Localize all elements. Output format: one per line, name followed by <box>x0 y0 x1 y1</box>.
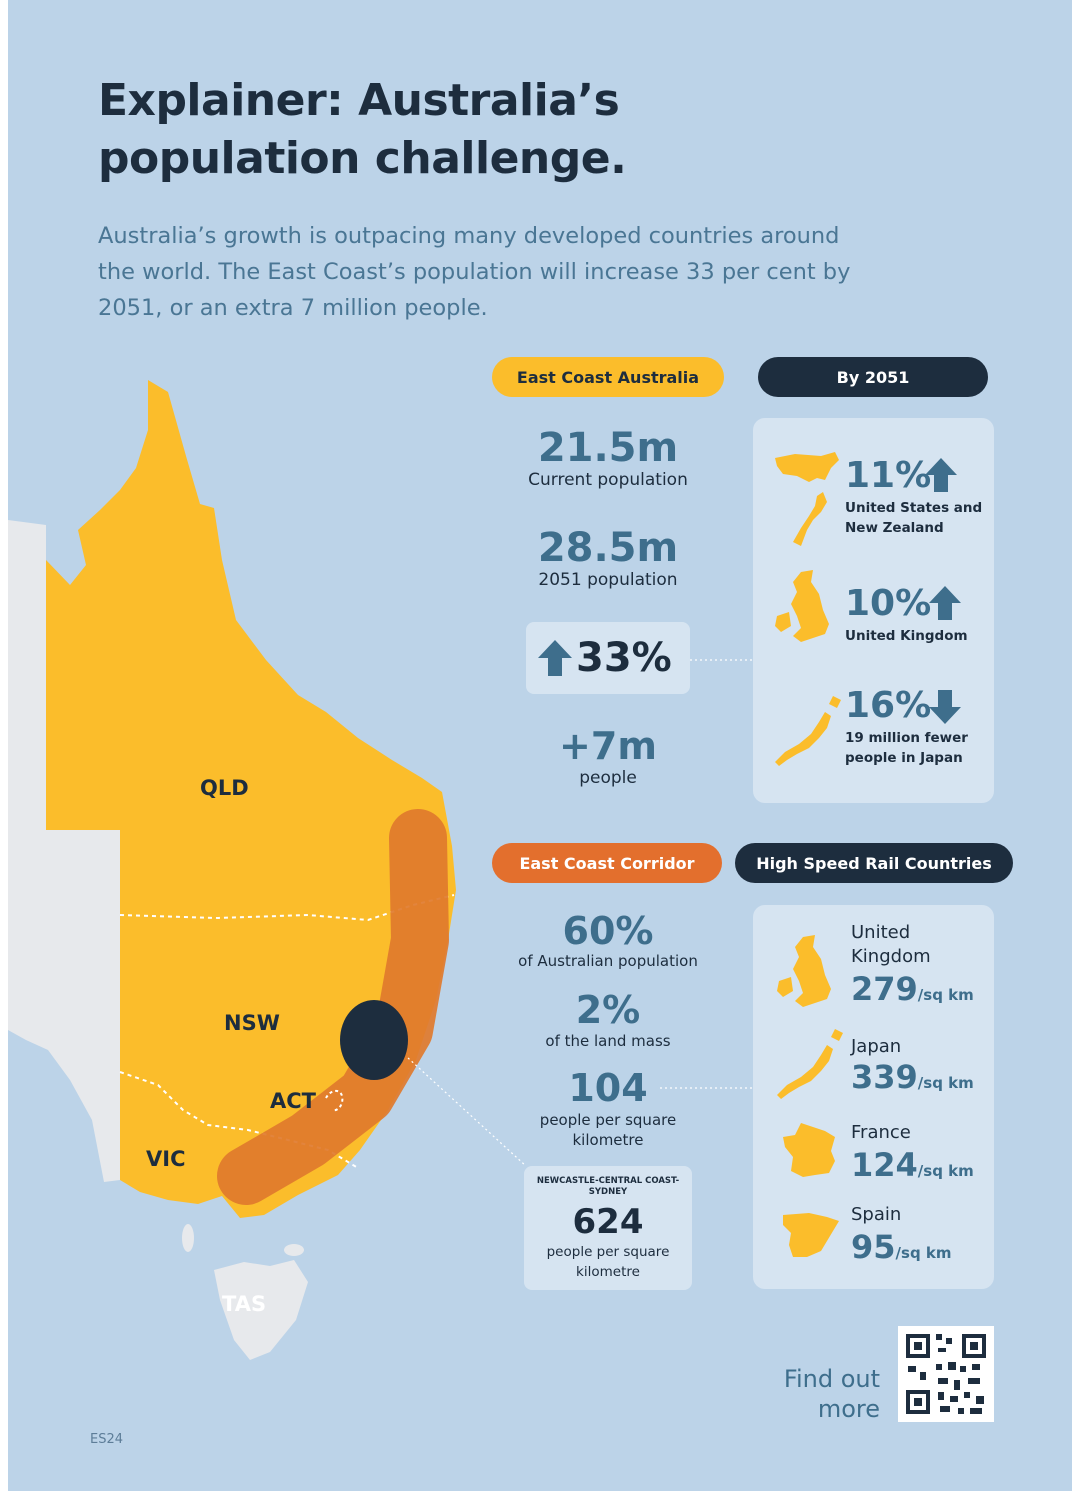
page-title: Explainer: Australia’s population challe… <box>98 75 627 184</box>
by-2051-item-2-value: 10% <box>845 583 932 624</box>
spain-map-icon <box>783 1213 839 1257</box>
up-arrow-icon <box>925 458 957 492</box>
corridor-heading: East Coast Corridor <box>492 843 722 883</box>
extra-people-label: people <box>579 768 637 788</box>
future-population-label: 2051 population <box>538 570 678 590</box>
up-arrow-icon <box>929 586 961 620</box>
sydney-callout-box: NEWCASTLE-CENTRAL COAST-SYDNEY 624 peopl… <box>524 1166 692 1290</box>
corridor-density-label: people per square kilometre <box>539 1111 677 1149</box>
by-2051-heading: By 2051 <box>758 357 988 397</box>
current-population-value: 21.5m <box>537 425 679 471</box>
hsr-country-3-name: France <box>851 1122 911 1143</box>
growth-value: 33% <box>576 635 672 681</box>
callout-connector <box>407 1057 527 1167</box>
down-arrow-icon <box>929 690 961 724</box>
by-2051-item-3-value: 16% <box>845 685 932 726</box>
sydney-region-marker <box>340 1000 408 1080</box>
uk-map-icon <box>777 935 831 1007</box>
hsr-heading: High Speed Rail Countries <box>735 843 1013 883</box>
find-out-more-link[interactable]: Find out more <box>783 1365 880 1423</box>
hsr-country-3-density: 124/sq km <box>851 1146 974 1184</box>
population-share-value: 60% <box>562 909 654 953</box>
usa-nz-map-icon <box>775 452 839 546</box>
france-map-icon <box>783 1123 835 1177</box>
western-states-shape <box>8 520 120 1182</box>
by-2051-item-1-value: 11% <box>845 455 932 496</box>
extra-people-value: +7m <box>559 724 657 768</box>
state-label-qld: QLD <box>200 776 249 800</box>
callout-density-value: 624 <box>572 1202 644 1242</box>
hsr-panel: United Kingdom 279/sq km Japan 339/sq km… <box>753 905 994 1289</box>
growth-box: 33% <box>526 622 690 694</box>
hsr-country-4-density: 95/sq km <box>851 1228 952 1266</box>
page-code: ES24 <box>90 1432 124 1447</box>
east-coast-heading: East Coast Australia <box>492 357 724 397</box>
japan-map-icon <box>775 696 841 766</box>
corridor-density-value: 104 <box>568 1066 648 1110</box>
land-mass-value: 2% <box>575 988 641 1032</box>
land-mass-label: of the land mass <box>545 1032 671 1050</box>
by-2051-item-1-label: United States and New Zealand <box>845 500 983 536</box>
act-outline <box>325 1090 344 1112</box>
hsr-country-1-density: 279/sq km <box>851 970 974 1008</box>
hsr-country-2-density: 339/sq km <box>851 1058 974 1096</box>
current-population-label: Current population <box>528 470 688 490</box>
callout-region-label: NEWCASTLE-CENTRAL COAST-SYDNEY <box>536 1176 680 1197</box>
japan-map-icon <box>777 1029 843 1099</box>
infographic-page: QLD NSW ACT VIC TAS Explainer: Australia… <box>8 0 1072 1491</box>
by-2051-panel: 11% United States and New Zealand 10% Un… <box>753 418 994 803</box>
up-arrow-icon <box>538 640 572 676</box>
by-2051-item-3-label: 19 million fewer people in Japan <box>845 730 968 766</box>
uk-map-icon <box>775 570 829 642</box>
state-label-nsw: NSW <box>224 1011 280 1035</box>
by-2051-item-2-label: United Kingdom <box>845 628 968 644</box>
qr-code-icon[interactable] <box>898 1326 994 1422</box>
state-label-tas: TAS <box>222 1292 267 1316</box>
hsr-country-1-name: United Kingdom <box>851 922 931 967</box>
callout-density-label: people per square kilometre <box>546 1244 670 1280</box>
tas-shape <box>214 1260 308 1360</box>
east-coast-map <box>8 380 753 1360</box>
hsr-country-4-name: Spain <box>851 1204 902 1225</box>
qld-nsw-border <box>119 894 455 922</box>
state-label-act: ACT <box>270 1089 316 1113</box>
future-population-value: 28.5m <box>537 525 679 571</box>
population-share-label: of Australian population <box>518 952 698 970</box>
state-label-vic: VIC <box>146 1147 186 1171</box>
intro-paragraph: Australia’s growth is outpacing many dev… <box>98 223 851 321</box>
hsr-country-2-name: Japan <box>851 1036 902 1057</box>
